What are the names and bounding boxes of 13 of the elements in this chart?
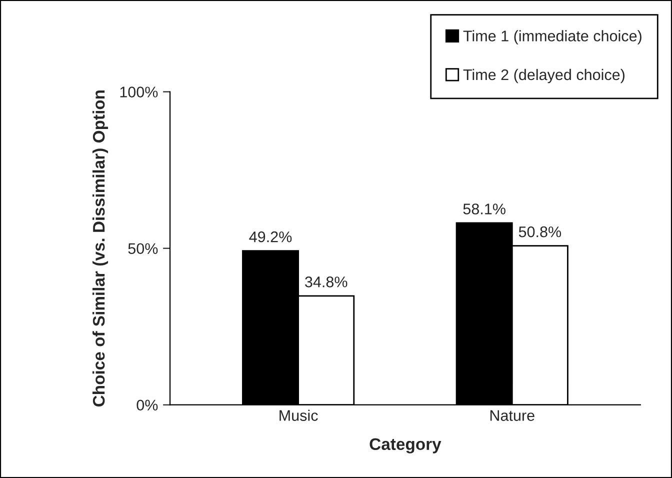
- x-tick-label: Nature: [490, 410, 534, 421]
- legend-label: Time 1 (immediate choice): [463, 30, 642, 44]
- data-label: 58.1%: [463, 204, 506, 214]
- data-label: 34.8%: [305, 276, 348, 288]
- data-label: 50.8%: [518, 226, 562, 238]
- legend-label: Time 2 (delayed choice): [463, 68, 624, 84]
- y-tick-label: 100%: [120, 86, 158, 98]
- y-tick-label: 0%: [136, 400, 158, 411]
- y-axis-title: Choice of Similar (vs. Dissimilar) Option: [92, 90, 108, 406]
- data-label: 49.2%: [249, 231, 292, 242]
- x-axis-title: Category: [370, 438, 442, 454]
- x-tick-label: Music: [280, 410, 318, 421]
- y-tick-label: 50%: [128, 243, 158, 254]
